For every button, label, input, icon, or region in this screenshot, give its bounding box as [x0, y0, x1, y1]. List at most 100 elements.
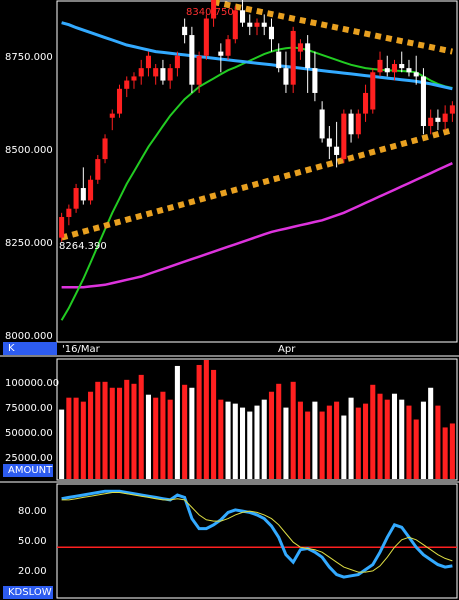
amount-bar [326, 405, 332, 479]
amount-bar [283, 407, 289, 479]
kdslow-panel-tag[interactable]: KDSLOW [3, 586, 53, 599]
candle-body [160, 68, 166, 81]
amount-bar [131, 383, 137, 479]
kd-d-line [61, 492, 453, 573]
amount-tick-label: 75000.00 [5, 403, 53, 414]
candle-body [203, 18, 209, 56]
candle-body [319, 109, 325, 139]
price-tick-label: 8500.000 [5, 145, 53, 156]
amount-tick-label: 100000.00 [5, 378, 59, 389]
amount-bar [348, 397, 354, 479]
amount-bar [355, 407, 361, 479]
candle-body [59, 216, 65, 238]
amount-bar [174, 365, 180, 479]
candle-body [153, 68, 159, 77]
candle-body [413, 72, 419, 77]
ma-long-line [61, 162, 453, 289]
price-panel-frame [56, 0, 458, 343]
k-panel-tag[interactable]: K [3, 342, 57, 355]
candle-body [247, 22, 253, 27]
price-panel [59, 0, 455, 321]
candle-body [225, 39, 231, 56]
candle-body [66, 208, 72, 217]
amount-bar [124, 379, 130, 479]
candle-body [196, 55, 202, 85]
amount-bar [239, 407, 246, 479]
candle-body [449, 105, 455, 114]
candle-body [218, 51, 224, 56]
candle-body [348, 113, 354, 135]
amount-panel [59, 360, 455, 479]
candle-body [363, 92, 369, 114]
candle-body [391, 64, 398, 73]
amount-bar [413, 419, 419, 479]
candle-body [341, 113, 347, 160]
amount-bar [232, 403, 238, 479]
amount-bar [428, 387, 434, 479]
amount-panel-frame [56, 358, 458, 481]
candle-body [283, 68, 289, 85]
candle-body [268, 26, 275, 40]
amount-bar [391, 393, 398, 479]
candle-body [442, 113, 448, 122]
candle-body [428, 117, 434, 127]
amount-tick-label: 25000.00 [5, 453, 53, 464]
candle-body [167, 68, 173, 81]
amount-bar [145, 394, 151, 479]
candle-body [211, 0, 217, 19]
channel-upper-line [212, 0, 453, 55]
amount-bar [211, 369, 217, 479]
amount-tick-label: 50000.00 [5, 428, 53, 439]
candle-body [109, 113, 115, 118]
date-label-april: Apr [278, 344, 296, 355]
amount-bar [80, 401, 86, 479]
amount-bar [95, 381, 101, 479]
candle-body [399, 64, 405, 69]
amount-bar [138, 374, 144, 479]
kd-tick-label: 80.00 [18, 506, 47, 517]
amount-bar [399, 399, 405, 479]
amount-bar [334, 401, 340, 479]
amount-bar [102, 381, 108, 479]
price-tick-label: 8250.000 [5, 238, 53, 249]
amount-panel-tag[interactable]: AMOUNT [3, 464, 53, 477]
low-annotation: 8264.390 [59, 241, 107, 252]
candle-body [276, 51, 282, 69]
candle-body [189, 35, 195, 85]
amount-bar [225, 401, 231, 479]
candle-body [102, 138, 108, 160]
amount-bar [59, 409, 65, 479]
candle-body [435, 117, 441, 122]
candle-body [377, 59, 383, 73]
price-tick-label: 8750.000 [5, 52, 53, 63]
candle-body [95, 159, 101, 180]
amount-bar [189, 387, 195, 479]
kd-panel-frame [56, 483, 458, 599]
amount-bar [182, 384, 188, 479]
ma-short-line [61, 21, 453, 91]
candle-body [254, 22, 260, 27]
amount-bar [319, 411, 325, 479]
amount-bar [116, 387, 123, 479]
amount-bar [406, 405, 412, 479]
candle-body [297, 43, 303, 52]
kd-k-line [61, 489, 453, 579]
amount-bar [254, 405, 260, 479]
amount-bar [312, 401, 318, 479]
candle-body [73, 188, 79, 209]
amount-bar [218, 399, 224, 479]
amount-bar [420, 401, 426, 479]
candle-body [80, 188, 86, 201]
amount-bar [363, 403, 369, 479]
amount-bar [109, 387, 115, 479]
price-tick-label: 8000.000 [5, 331, 53, 342]
amount-bar [297, 401, 303, 479]
candle-body [334, 146, 340, 155]
candle-body [406, 68, 412, 73]
kd-panel [57, 489, 457, 579]
amount-bar [167, 399, 173, 479]
amount-bar [196, 364, 202, 479]
amount-bar [442, 427, 448, 479]
amount-bar [66, 397, 72, 479]
